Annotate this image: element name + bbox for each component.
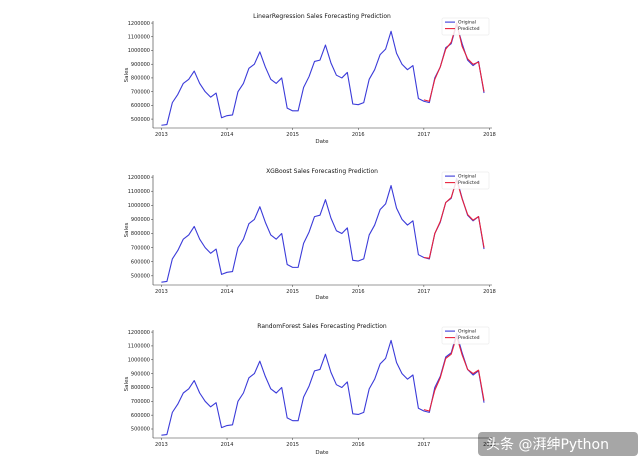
legend-label: Predicted	[458, 335, 480, 341]
y-tick-label: 1100000	[128, 344, 150, 350]
x-tick-label: 2017	[418, 132, 431, 138]
x-tick-label: 2013	[155, 442, 168, 448]
y-axis-label: Sales	[124, 68, 130, 83]
x-axis-label: Date	[315, 139, 329, 145]
chart-title: XGBoost Sales Forecasting Prediction	[266, 168, 378, 175]
y-axis-label: Sales	[124, 377, 130, 392]
y-axis-label: Sales	[124, 223, 130, 238]
y-tick-label: 700000	[131, 245, 150, 251]
x-tick-label: 2013	[155, 289, 168, 295]
x-tick-label: 2016	[352, 132, 365, 138]
y-tick-label: 1200000	[128, 21, 150, 27]
legend-label: Original	[458, 174, 476, 180]
y-tick-label: 500000	[131, 427, 150, 433]
y-tick-label: 1200000	[128, 330, 150, 336]
legend-label: Predicted	[458, 180, 480, 186]
legend-label: Original	[458, 329, 476, 335]
series-line-original	[161, 332, 485, 436]
x-tick-label: 2015	[286, 442, 299, 448]
x-tick-label: 2014	[221, 132, 234, 138]
y-tick-label: 900000	[131, 217, 150, 223]
x-tick-label: 2015	[286, 289, 299, 295]
chart-panel-random-forest: RandomForest Sales Forecasting Predictio…	[124, 323, 496, 456]
plot-area: 500000 600000 700000 800000 900000 1000000 110…	[128, 171, 496, 295]
y-tick-label: 1000000	[128, 357, 150, 363]
x-tick-label: 2014	[221, 289, 234, 295]
y-tick-label: 900000	[131, 62, 150, 68]
x-tick-label: 2015	[286, 132, 299, 138]
series-line-predicted	[423, 179, 485, 259]
x-tick-label: 2013	[155, 132, 168, 138]
y-tick-label: 800000	[131, 76, 150, 82]
y-tick-label: 600000	[131, 413, 150, 419]
chart-title: RandomForest Sales Forecasting Predictio…	[257, 323, 387, 330]
y-tick-label: 500000	[131, 117, 150, 123]
y-tick-label: 800000	[131, 231, 150, 237]
series-line-original	[161, 177, 485, 283]
x-tick-label: 2018	[483, 132, 496, 138]
y-tick-label: 600000	[131, 103, 150, 109]
y-tick-label: 700000	[131, 399, 150, 405]
legend-label: Original	[458, 20, 476, 26]
y-tick-label: 600000	[131, 259, 150, 265]
watermark-text: 头条 @湃绅Python	[486, 436, 609, 453]
y-tick-label: 1000000	[128, 48, 150, 54]
y-tick-label: 1000000	[128, 203, 150, 209]
chart-title: LinearRegression Sales Forecasting Predi…	[253, 13, 391, 20]
x-tick-label: 2017	[418, 289, 431, 295]
x-axis-label: Date	[315, 295, 329, 301]
watermark-backdrop	[478, 432, 638, 456]
x-axis-label: Date	[315, 450, 329, 456]
y-tick-label: 800000	[131, 385, 150, 391]
x-tick-label: 2014	[221, 442, 234, 448]
series-line-original	[161, 23, 485, 126]
chart-panel-xgboost: XGBoost Sales Forecasting Prediction 500…	[124, 168, 496, 301]
y-tick-label: 900000	[131, 371, 150, 377]
plot-area: 500000 600000 700000 800000 900000 1000000 110…	[128, 326, 496, 448]
watermark: 头条 @湃绅Python	[478, 432, 638, 456]
y-tick-label: 1200000	[128, 175, 150, 181]
y-tick-label: 1100000	[128, 34, 150, 40]
y-tick-label: 1100000	[128, 189, 150, 195]
legend-label: Predicted	[458, 26, 480, 32]
plot-area: 500000 600000 700000 800000 900000 1000000 110…	[128, 17, 496, 138]
y-tick-label: 500000	[131, 274, 150, 280]
x-tick-label: 2018	[483, 289, 496, 295]
chart-panel-linear-regression: LinearRegression Sales Forecasting Predi…	[124, 13, 496, 145]
x-tick-label: 2017	[418, 442, 431, 448]
x-tick-label: 2016	[352, 289, 365, 295]
series-line-predicted	[423, 335, 485, 412]
y-tick-label: 700000	[131, 89, 150, 95]
x-tick-label: 2018	[483, 442, 496, 448]
x-tick-label: 2016	[352, 442, 365, 448]
